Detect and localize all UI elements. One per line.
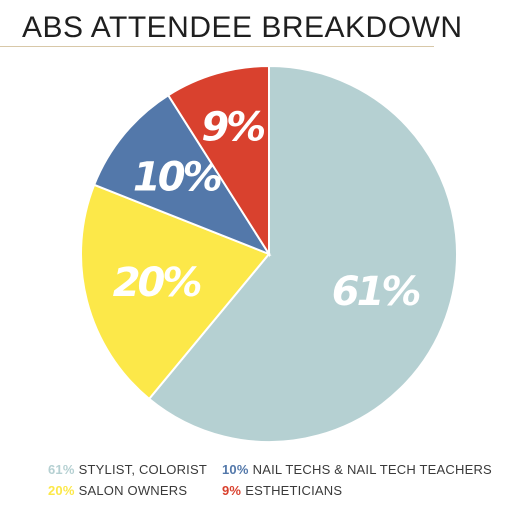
legend-item-stylist-colorist: 61% STYLIST, COLORIST [48,462,207,477]
pie-slice-nail-techs-nail-tech-teachers [92,93,272,257]
legend-percent: 61% [48,462,75,477]
slice-percent-label: 61% [332,269,420,315]
title-underline [0,46,434,47]
chart-legend: 61% STYLIST, COLORIST 10% NAIL TECHS & NAI… [0,462,512,502]
legend-percent: 9% [222,483,242,498]
legend-item-estheticians: 9% ESTHETICIANS [222,483,342,498]
pie-slice-stylist-colorist [147,64,458,443]
pie-slice-estheticians [166,64,270,258]
legend-percent: 20% [48,483,75,498]
legend-percent: 10% [222,462,249,477]
legend-label: SALON OWNERS [78,483,188,498]
slice-percent-label: 10% [133,154,221,200]
legend-item-salon-owners: 20% SALON OWNERS [48,483,187,498]
legend-label: ESTHETICIANS [245,483,343,498]
legend-item-nail-techs: 10% NAIL TECHS & NAIL TECH TEACHERS [222,462,492,477]
pie-slice-salon-owners [80,183,271,401]
legend-label: STYLIST, COLORIST [78,462,207,477]
slice-percent-label: 20% [113,260,201,306]
chart-title: ABS ATTENDEE BREAKDOWN [22,11,463,44]
slice-percent-label: 9% [201,105,264,151]
legend-label: NAIL TECHS & NAIL TECH TEACHERS [252,462,492,477]
